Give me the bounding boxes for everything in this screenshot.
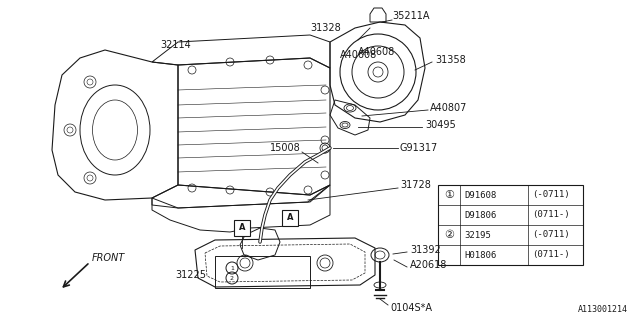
Text: ②: ② (444, 230, 454, 240)
Text: D91806: D91806 (464, 211, 496, 220)
Text: (0711-): (0711-) (532, 251, 570, 260)
Text: (-0711): (-0711) (532, 190, 570, 199)
Text: 35211A: 35211A (392, 11, 429, 21)
Text: A113001214: A113001214 (578, 305, 628, 314)
FancyBboxPatch shape (234, 220, 250, 236)
Text: 2: 2 (230, 276, 234, 281)
Text: A: A (239, 223, 245, 233)
Text: 1: 1 (230, 266, 234, 270)
Text: A40608: A40608 (358, 47, 396, 57)
FancyBboxPatch shape (282, 210, 298, 226)
Text: 0104S*A: 0104S*A (390, 303, 432, 313)
Text: (-0711): (-0711) (532, 230, 570, 239)
Text: ①: ① (444, 190, 454, 200)
Text: 31728: 31728 (400, 180, 431, 190)
Text: A: A (287, 213, 293, 222)
Text: A20618: A20618 (410, 260, 447, 270)
Text: 31328: 31328 (310, 23, 340, 33)
Bar (438, 185, 583, 265)
Text: H01806: H01806 (464, 251, 496, 260)
Text: 31392: 31392 (410, 245, 441, 255)
Text: 32114: 32114 (160, 40, 191, 50)
Bar (215, 256, 310, 288)
Text: (0711-): (0711-) (532, 211, 570, 220)
Text: D91608: D91608 (464, 190, 496, 199)
Text: G91317: G91317 (400, 143, 438, 153)
Text: FRONT: FRONT (92, 253, 125, 263)
Text: A40807: A40807 (430, 103, 467, 113)
Text: 32195: 32195 (464, 230, 491, 239)
Text: A40608: A40608 (340, 50, 377, 60)
Text: 31225: 31225 (175, 270, 206, 280)
Text: 15008: 15008 (270, 143, 301, 153)
Text: 30495: 30495 (425, 120, 456, 130)
Text: 31358: 31358 (435, 55, 466, 65)
